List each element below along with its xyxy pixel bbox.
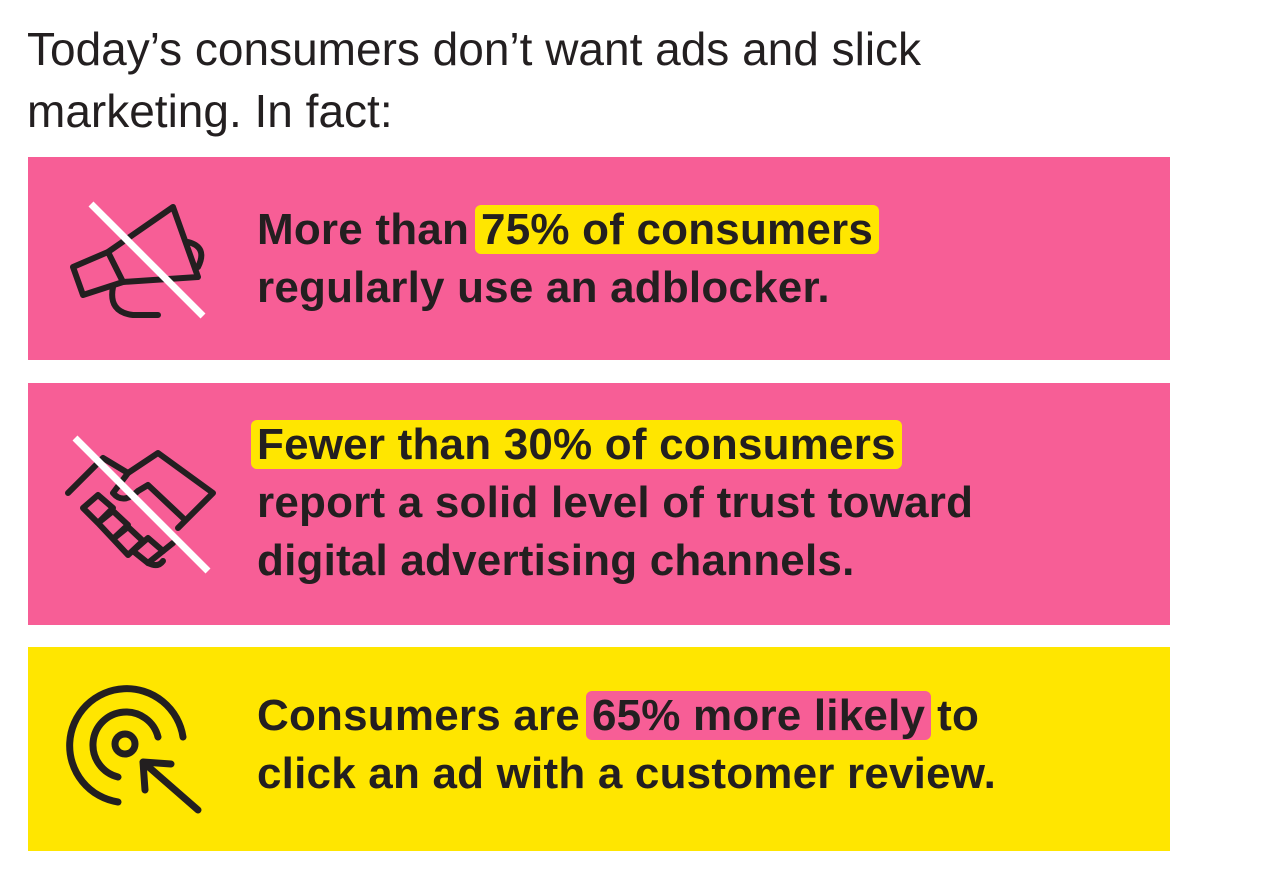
- body-text: Consumers are: [257, 691, 580, 740]
- highlight-text: 65% more likely: [585, 691, 932, 740]
- card-text: Consumers are 65% more likely to click an a…: [257, 687, 1150, 803]
- stat-card: Consumers are 65% more likely to click an a…: [28, 647, 1170, 851]
- card-text: More than 75% of consumers regularly use a…: [257, 201, 1150, 317]
- text-line: digital advertising channels.: [257, 532, 1150, 590]
- text-line: report a solid level of trust toward: [257, 474, 1150, 532]
- title: Today’s consumers don’t want ads and sli…: [27, 23, 922, 137]
- card-text: Fewer than 30% of consumers report a soli…: [251, 416, 1150, 590]
- body-text: regularly use an adblocker.: [257, 263, 830, 312]
- body-text: report a solid level of trust toward: [257, 478, 974, 527]
- text-line: regularly use an adblocker.: [257, 259, 1150, 317]
- body-text: More than: [257, 205, 470, 254]
- text-line: More than 75% of consumers: [257, 201, 1150, 259]
- text-line: Fewer than 30% of consumers: [251, 416, 1150, 474]
- text-line: click an ad with a customer review.: [257, 745, 1150, 803]
- highlight-text: Fewer than 30% of consumers: [251, 420, 902, 469]
- stat-card: Fewer than 30% of consumers report a soli…: [28, 383, 1170, 625]
- body-text: digital advertising channels.: [257, 536, 855, 585]
- icon-target-click: [66, 685, 202, 814]
- icon-no-megaphone: [70, 201, 206, 319]
- stat-card: More than 75% of consumers regularly use a…: [28, 157, 1170, 360]
- icon-no-handshake: [65, 435, 216, 574]
- body-text: to: [937, 691, 980, 740]
- text-line: Consumers are 65% more likely to: [257, 687, 1150, 745]
- highlight-text: 75% of consumers: [475, 205, 880, 254]
- body-text: click an ad with a customer review.: [257, 749, 996, 798]
